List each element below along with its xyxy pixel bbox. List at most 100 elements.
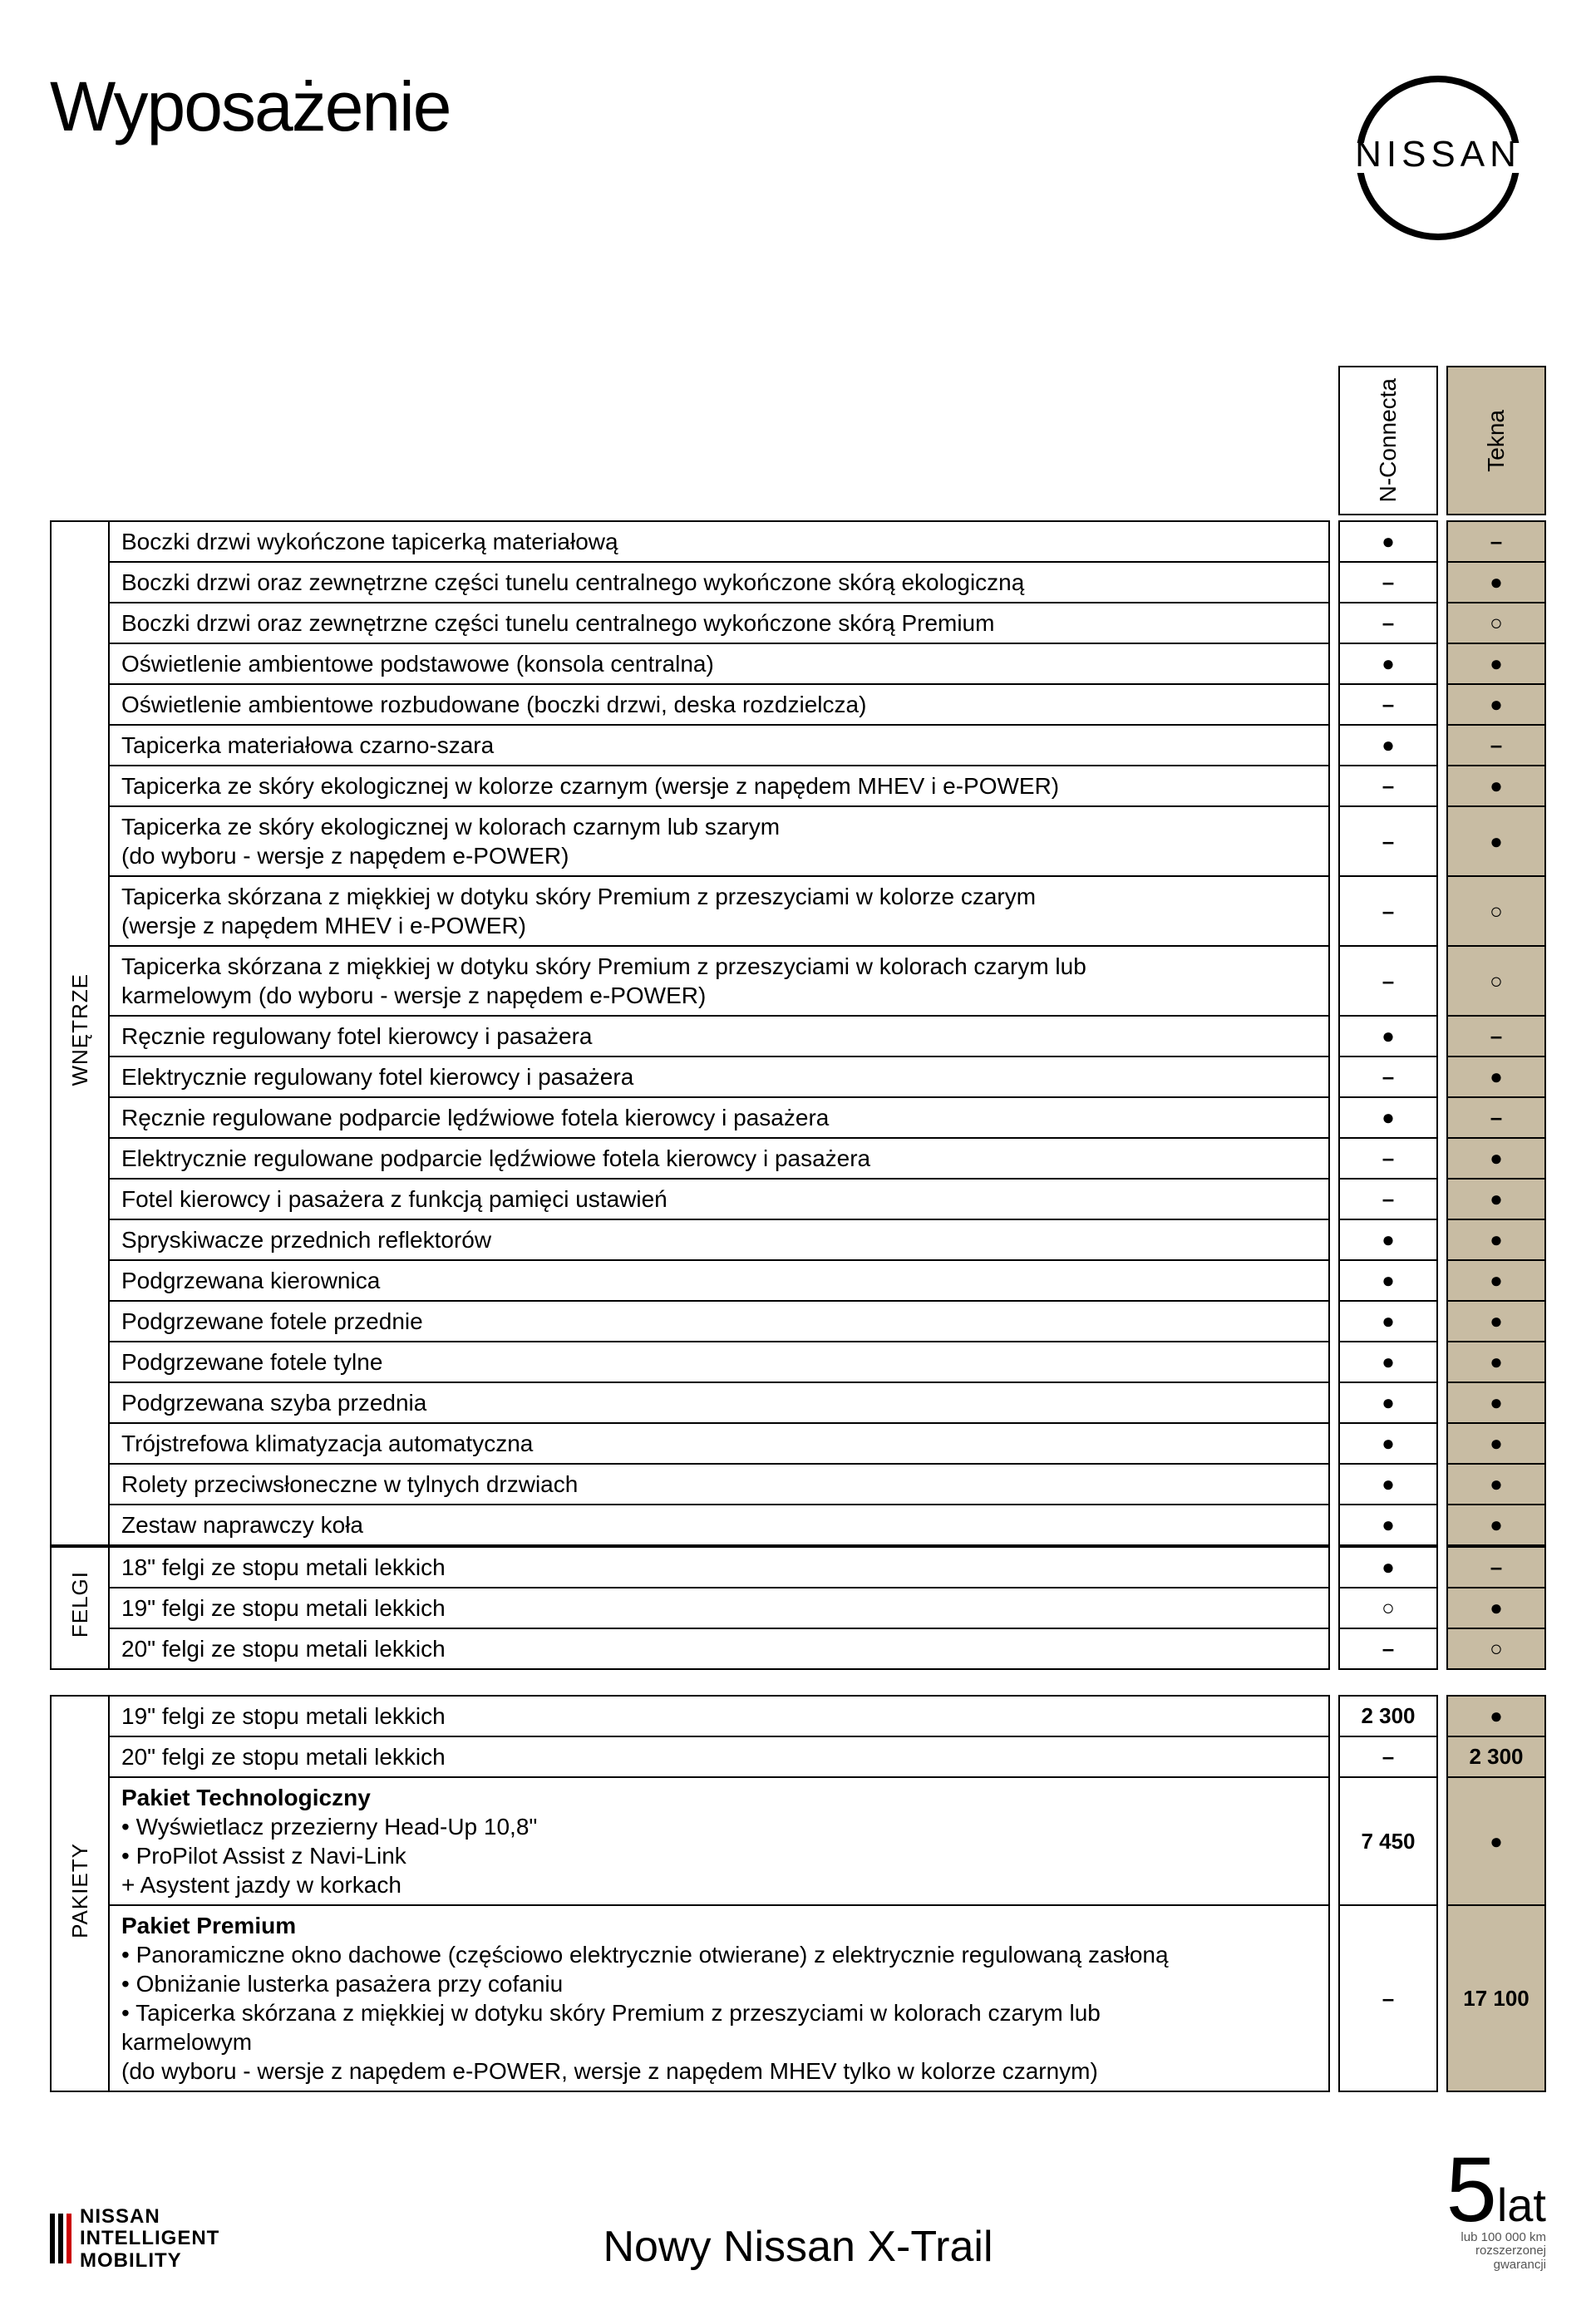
feature-value: ● xyxy=(1338,1546,1438,1587)
table-row: Rolety przeciwsłoneczne w tylnych drzwia… xyxy=(50,1463,1546,1504)
table-row: Tapicerka ze skóry ekologicznej w kolora… xyxy=(50,805,1546,875)
feature-value: – xyxy=(1338,805,1438,875)
feature-value: – xyxy=(1446,1546,1546,1587)
footer-brand-line: INTELLIGENT xyxy=(80,2228,219,2249)
feature-value: ● xyxy=(1446,1382,1546,1422)
table-row: PAKIETY19" felgi ze stopu metali lekkich… xyxy=(50,1695,1546,1736)
feature-value: ● xyxy=(1446,1137,1546,1178)
feature-value: – xyxy=(1446,724,1546,765)
feature-value: ● xyxy=(1338,1300,1438,1341)
feature-value: – xyxy=(1338,1628,1438,1670)
table-row: 19" felgi ze stopu metali lekkich○● xyxy=(50,1587,1546,1628)
feature-label: Boczki drzwi oraz zewnętrzne części tune… xyxy=(108,561,1330,602)
feature-value: ● xyxy=(1446,1341,1546,1382)
feature-label: Boczki drzwi oraz zewnętrzne części tune… xyxy=(108,602,1330,643)
feature-value: – xyxy=(1338,1178,1438,1219)
feature-value: ● xyxy=(1446,1695,1546,1736)
column-header: N-Connecta xyxy=(1338,366,1438,515)
table-row: Ręcznie regulowane podparcie lędźwiowe f… xyxy=(50,1096,1546,1137)
feature-value: ● xyxy=(1446,1056,1546,1096)
feature-value: ● xyxy=(1446,1178,1546,1219)
feature-value: – xyxy=(1338,945,1438,1015)
equipment-table: WNĘTRZEBoczki drzwi wykończone tapicerką… xyxy=(50,520,1546,1670)
feature-value: 2 300 xyxy=(1446,1736,1546,1776)
page-title: Wyposażenie xyxy=(50,66,451,147)
feature-label: Oświetlenie ambientowe podstawowe (konso… xyxy=(108,643,1330,683)
feature-value: – xyxy=(1338,561,1438,602)
feature-label: Rolety przeciwsłoneczne w tylnych drzwia… xyxy=(108,1463,1330,1504)
table-row: Pakiet Premium• Panoramiczne okno dachow… xyxy=(50,1904,1546,2092)
feature-value: – xyxy=(1338,602,1438,643)
feature-value: 7 450 xyxy=(1338,1776,1438,1904)
feature-value: – xyxy=(1338,1736,1438,1776)
table-row: 20" felgi ze stopu metali lekkich–2 300 xyxy=(50,1736,1546,1776)
feature-value: ● xyxy=(1338,1504,1438,1546)
feature-value: – xyxy=(1338,1904,1438,2092)
table-row: Ręcznie regulowany fotel kierowcy i pasa… xyxy=(50,1015,1546,1056)
feature-label: Spryskiwacze przednich reflektorów xyxy=(108,1219,1330,1259)
feature-value: ● xyxy=(1338,1463,1438,1504)
feature-label: Elektrycznie regulowane podparcie lędźwi… xyxy=(108,1137,1330,1178)
feature-label: Fotel kierowcy i pasażera z funkcją pami… xyxy=(108,1178,1330,1219)
feature-label: Ręcznie regulowane podparcie lędźwiowe f… xyxy=(108,1096,1330,1137)
table-row: Spryskiwacze przednich reflektorów●● xyxy=(50,1219,1546,1259)
feature-value: ● xyxy=(1338,1219,1438,1259)
page-footer: NISSAN INTELLIGENT MOBILITY Nowy Nissan … xyxy=(50,2145,1546,2273)
nissan-logo-icon: NISSAN xyxy=(1330,66,1546,249)
feature-value: ● xyxy=(1446,765,1546,805)
table-row: Fotel kierowcy i pasażera z funkcją pami… xyxy=(50,1178,1546,1219)
table-row: Podgrzewana kierownica●● xyxy=(50,1259,1546,1300)
feature-value: – xyxy=(1338,875,1438,945)
feature-label: Elektrycznie regulowany fotel kierowcy i… xyxy=(108,1056,1330,1096)
footer-brand-line: NISSAN xyxy=(80,2206,219,2228)
warranty-years-unit: lat xyxy=(1497,2179,1546,2231)
feature-label: Ręcznie regulowany fotel kierowcy i pasa… xyxy=(108,1015,1330,1056)
category-label: FELGI xyxy=(50,1546,108,1670)
table-row: Elektrycznie regulowane podparcie lędźwi… xyxy=(50,1137,1546,1178)
feature-label: Podgrzewana kierownica xyxy=(108,1259,1330,1300)
feature-label: Tapicerka skórzana z miękkiej w dotyku s… xyxy=(108,945,1330,1015)
feature-value: – xyxy=(1446,1015,1546,1056)
footer-model-name: Nowy Nissan X-Trail xyxy=(603,2222,993,2272)
feature-value: ● xyxy=(1338,1259,1438,1300)
equipment-tables: WNĘTRZEBoczki drzwi wykończone tapicerką… xyxy=(50,520,1546,2092)
feature-value: ● xyxy=(1446,1776,1546,1904)
equipment-table: PAKIETY19" felgi ze stopu metali lekkich… xyxy=(50,1695,1546,2092)
table-row: Oświetlenie ambientowe podstawowe (konso… xyxy=(50,643,1546,683)
feature-label: Podgrzewane fotele tylne xyxy=(108,1341,1330,1382)
feature-value: ● xyxy=(1338,1382,1438,1422)
feature-value: ● xyxy=(1446,805,1546,875)
feature-value: – xyxy=(1446,1096,1546,1137)
category-label: WNĘTRZE xyxy=(50,520,108,1546)
feature-label: Podgrzewane fotele przednie xyxy=(108,1300,1330,1341)
feature-label: Boczki drzwi wykończone tapicerką materi… xyxy=(108,520,1330,561)
warranty-years-number: 5 xyxy=(1446,2139,1497,2241)
table-row: Trójstrefowa klimatyzacja automatyczna●● xyxy=(50,1422,1546,1463)
column-header-label: Tekna xyxy=(1483,410,1510,472)
table-row: Tapicerka skórzana z miękkiej w dotyku s… xyxy=(50,945,1546,1015)
table-row: Podgrzewana szyba przednia●● xyxy=(50,1382,1546,1422)
feature-value: ● xyxy=(1446,1219,1546,1259)
feature-label: Tapicerka ze skóry ekologicznej w kolorz… xyxy=(108,765,1330,805)
table-row: Tapicerka skórzana z miękkiej w dotyku s… xyxy=(50,875,1546,945)
feature-value: ● xyxy=(1338,1422,1438,1463)
column-header: Tekna xyxy=(1446,366,1546,515)
table-row: Zestaw naprawczy koła●● xyxy=(50,1504,1546,1546)
table-row: FELGI18" felgi ze stopu metali lekkich●– xyxy=(50,1546,1546,1587)
feature-value: ● xyxy=(1446,1463,1546,1504)
feature-label: 20" felgi ze stopu metali lekkich xyxy=(108,1628,1330,1670)
feature-value: ● xyxy=(1338,1015,1438,1056)
feature-label: Pakiet Premium• Panoramiczne okno dachow… xyxy=(108,1904,1330,2092)
stripes-icon xyxy=(50,2214,71,2263)
feature-value: – xyxy=(1446,520,1546,561)
page-header: Wyposażenie NISSAN xyxy=(50,66,1546,249)
feature-value: 2 300 xyxy=(1338,1695,1438,1736)
category-label: PAKIETY xyxy=(50,1695,108,2092)
feature-value: ● xyxy=(1446,683,1546,724)
warranty-subtext: lub 100 000 km rozszerzonej gwarancji xyxy=(1446,2231,1546,2273)
footer-brand-line: MOBILITY xyxy=(80,2250,219,2272)
feature-value: ● xyxy=(1338,643,1438,683)
feature-value: ● xyxy=(1338,1341,1438,1382)
table-row: WNĘTRZEBoczki drzwi wykończone tapicerką… xyxy=(50,520,1546,561)
feature-label: Podgrzewana szyba przednia xyxy=(108,1382,1330,1422)
